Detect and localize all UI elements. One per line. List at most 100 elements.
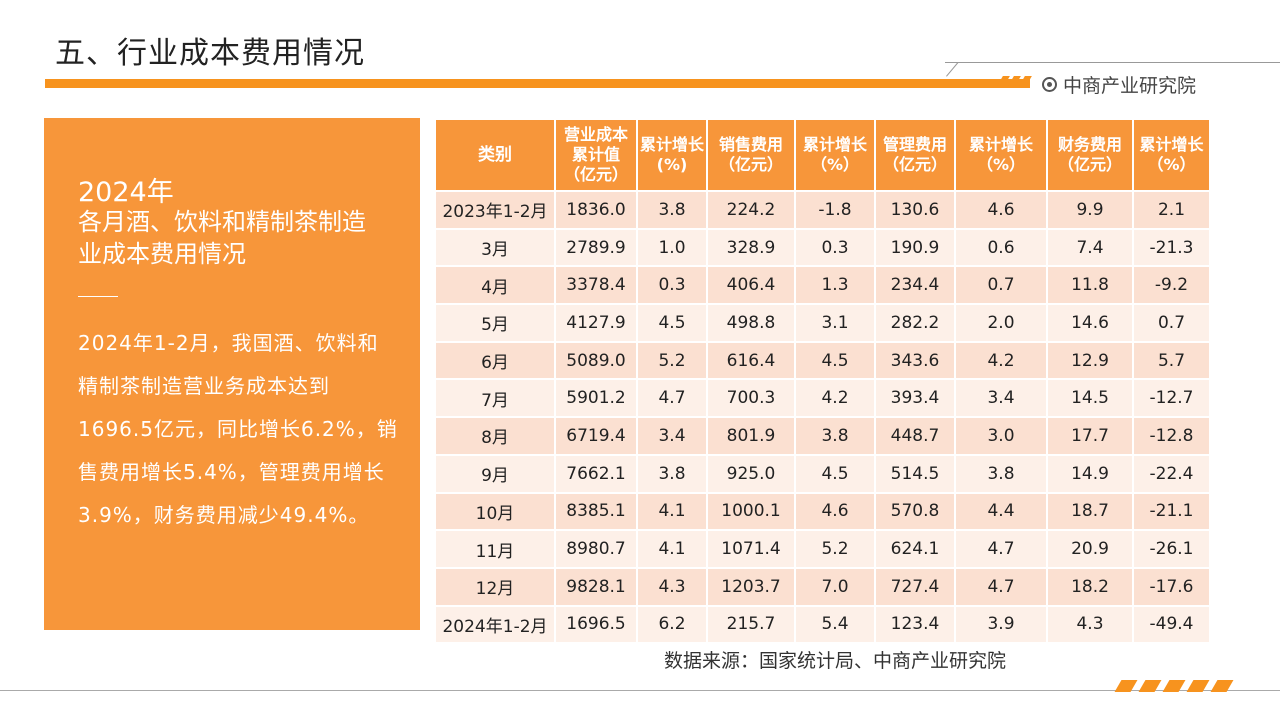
title-accent-bar — [45, 79, 1030, 88]
table-cell: 393.4 — [874, 378, 956, 419]
table-cell: 14.5 — [1046, 378, 1134, 419]
table-cell: 4.2 — [954, 340, 1048, 381]
table-cell: 1.3 — [794, 265, 876, 306]
column-header: 营业成本累计值（亿元） — [554, 118, 638, 192]
table-cell: 4.5 — [794, 340, 876, 381]
table-cell: -1.8 — [794, 190, 876, 230]
table-cell: 9828.1 — [554, 566, 638, 607]
table-cell: 4.7 — [954, 566, 1048, 607]
table-cell: 215.7 — [706, 604, 796, 645]
table-cell: 4.5 — [794, 453, 876, 494]
table-cell: 0.6 — [954, 227, 1048, 268]
footer-stripes-decoration — [1112, 680, 1242, 692]
column-header: 累计增长（%） — [954, 118, 1048, 192]
table-cell: 282.2 — [874, 303, 956, 343]
table-cell: 3.4 — [954, 378, 1048, 419]
column-header: 累计增长（%） — [1132, 118, 1211, 192]
table-cell: 624.1 — [874, 529, 956, 569]
table-cell: 0.7 — [1132, 303, 1211, 343]
table-row: 2023年1-2月 1836.0 3.8 224.2 -1.8 130.6 4.6 9.9 2.… — [434, 190, 1211, 230]
table-cell: 1836.0 — [554, 190, 638, 230]
table-cell: 6719.4 — [554, 416, 638, 456]
table-row: 5月 4127.9 4.5 498.8 3.1 282.2 2.0 14.6 0.7 — [434, 303, 1211, 343]
table-cell: 7.0 — [794, 566, 876, 607]
row-label-cell: 8月 — [434, 416, 556, 456]
table-cell: 9.9 — [1046, 190, 1134, 230]
table-cell: -49.4 — [1132, 604, 1211, 645]
table-cell: 234.4 — [874, 265, 956, 306]
table-cell: 448.7 — [874, 416, 956, 456]
cost-expense-table: 类别 营业成本累计值（亿元） 累计增长(%) 销售费用（亿元） 累计增长（%） 管理费用（… — [434, 118, 1211, 645]
table-cell: 4.5 — [636, 303, 708, 343]
table-cell: -9.2 — [1132, 265, 1211, 306]
table-cell: 343.6 — [874, 340, 956, 381]
table-cell: 14.6 — [1046, 303, 1134, 343]
column-header: 财务费用（亿元） — [1046, 118, 1134, 192]
table-header-row: 类别 营业成本累计值（亿元） 累计增长(%) 销售费用（亿元） 累计增长（%） 管理费用（… — [434, 118, 1211, 192]
table-cell: 5.2 — [794, 529, 876, 569]
table-cell: 801.9 — [706, 416, 796, 456]
summary-divider — [78, 296, 118, 297]
table-cell: 4.6 — [794, 491, 876, 532]
summary-heading: 各月酒、饮料和精制茶制造业成本费用情况 — [78, 208, 366, 268]
row-label-cell: 12月 — [434, 566, 556, 607]
table-cell: -22.4 — [1132, 453, 1211, 494]
table-cell: 20.9 — [1046, 529, 1134, 569]
table-cell: 6.2 — [636, 604, 708, 645]
footer-divider-line — [0, 690, 1280, 691]
column-header: 累计增长（%） — [794, 118, 876, 192]
table-cell: 4.1 — [636, 529, 708, 569]
table-cell: 727.4 — [874, 566, 956, 607]
table-cell: 0.3 — [794, 227, 876, 268]
table-cell: 3.8 — [636, 453, 708, 494]
table-cell: 7.4 — [1046, 227, 1134, 268]
table-cell: 190.9 — [874, 227, 956, 268]
table-cell: 3.8 — [954, 453, 1048, 494]
table-row: 2024年1-2月 1696.5 6.2 215.7 5.4 123.4 3.9 4.3 -49… — [434, 604, 1211, 645]
row-label-cell: 2024年1-2月 — [434, 604, 556, 645]
table-row: 10月 8385.1 4.1 1000.1 4.6 570.8 4.4 18.7 -21.1 — [434, 491, 1211, 532]
column-header-category: 类别 — [434, 118, 556, 192]
table-cell: 4.4 — [954, 491, 1048, 532]
table-cell: 130.6 — [874, 190, 956, 230]
table-row: 12月 9828.1 4.3 1203.7 7.0 727.4 4.7 18.2 -17.6 — [434, 566, 1211, 607]
table-cell: 514.5 — [874, 453, 956, 494]
column-header: 管理费用（亿元） — [874, 118, 956, 192]
table-cell: 4.1 — [636, 491, 708, 532]
table-cell: -17.6 — [1132, 566, 1211, 607]
table-cell: 5089.0 — [554, 340, 638, 381]
row-label-cell: 4月 — [434, 265, 556, 306]
table-cell: 123.4 — [874, 604, 956, 645]
table-cell: 5901.2 — [554, 378, 638, 419]
row-label-cell: 10月 — [434, 491, 556, 532]
column-header: 累计增长(%) — [636, 118, 708, 192]
table-cell: 224.2 — [706, 190, 796, 230]
table-cell: 498.8 — [706, 303, 796, 343]
table-cell: -12.7 — [1132, 378, 1211, 419]
table-cell: 8385.1 — [554, 491, 638, 532]
table-cell: 616.4 — [706, 340, 796, 381]
row-label-cell: 5月 — [434, 303, 556, 343]
table-cell: 925.0 — [706, 453, 796, 494]
table-cell: 12.9 — [1046, 340, 1134, 381]
table-cell: 570.8 — [874, 491, 956, 532]
table-cell: 4.3 — [1046, 604, 1134, 645]
table-cell: 3.0 — [954, 416, 1048, 456]
table-cell: 14.9 — [1046, 453, 1134, 494]
table-cell: 406.4 — [706, 265, 796, 306]
table-cell: 5.4 — [794, 604, 876, 645]
table-cell: 1000.1 — [706, 491, 796, 532]
table-row: 6月 5089.0 5.2 616.4 4.5 343.6 4.2 12.9 5.7 — [434, 340, 1211, 381]
row-label-cell: 9月 — [434, 453, 556, 494]
table-cell: -21.1 — [1132, 491, 1211, 532]
table-row: 7月 5901.2 4.7 700.3 4.2 393.4 3.4 14.5 -12.7 — [434, 378, 1211, 419]
table-cell: -12.8 — [1132, 416, 1211, 456]
table-cell: 5.2 — [636, 340, 708, 381]
table-cell: 3.1 — [794, 303, 876, 343]
table-cell: 1696.5 — [554, 604, 638, 645]
table-cell: 3.8 — [794, 416, 876, 456]
table-cell: 328.9 — [706, 227, 796, 268]
table-cell: 0.3 — [636, 265, 708, 306]
table-row: 8月 6719.4 3.4 801.9 3.8 448.7 3.0 17.7 -12.8 — [434, 416, 1211, 456]
row-label-cell: 3月 — [434, 227, 556, 268]
